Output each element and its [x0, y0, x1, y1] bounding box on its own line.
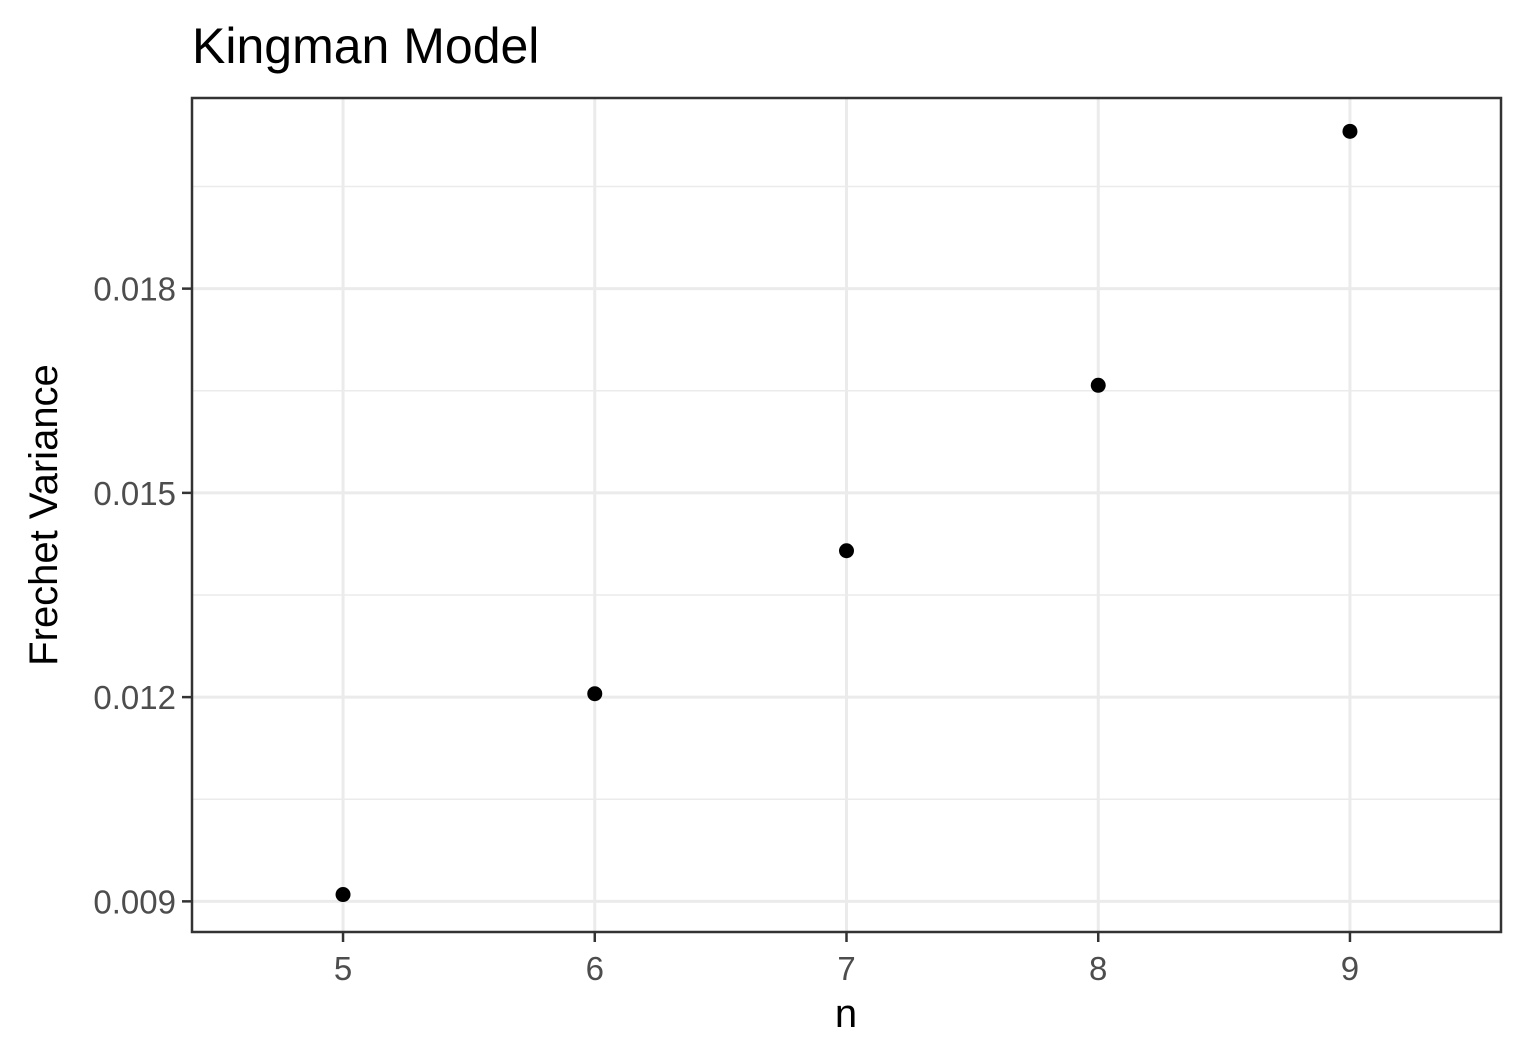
data-points	[335, 123, 1358, 903]
plot-panel	[190, 96, 1503, 934]
x-tick-label: 9	[1341, 950, 1359, 987]
data-point	[587, 686, 603, 702]
x-axis-title: n	[835, 992, 857, 1036]
x-axis: 5 6 7 8 9	[334, 932, 1359, 987]
x-tick-label: 7	[837, 950, 855, 987]
data-point	[335, 887, 351, 903]
chart-title: Kingman Model	[192, 18, 539, 74]
y-tick-label: 0.009	[93, 883, 176, 920]
gridlines	[192, 98, 1501, 932]
data-point	[839, 543, 854, 559]
data-point	[1090, 377, 1106, 393]
y-axis: 0.009 0.012 0.015 0.018	[93, 271, 192, 920]
y-tick-label: 0.018	[93, 271, 176, 308]
x-tick-label: 8	[1089, 950, 1107, 987]
data-point	[1342, 123, 1358, 139]
y-tick-label: 0.015	[93, 475, 176, 512]
y-tick-label: 0.012	[93, 679, 176, 716]
x-tick-label: 6	[586, 950, 604, 987]
x-tick-label: 5	[334, 950, 352, 987]
y-axis-title: Frechet Variance	[22, 364, 66, 666]
